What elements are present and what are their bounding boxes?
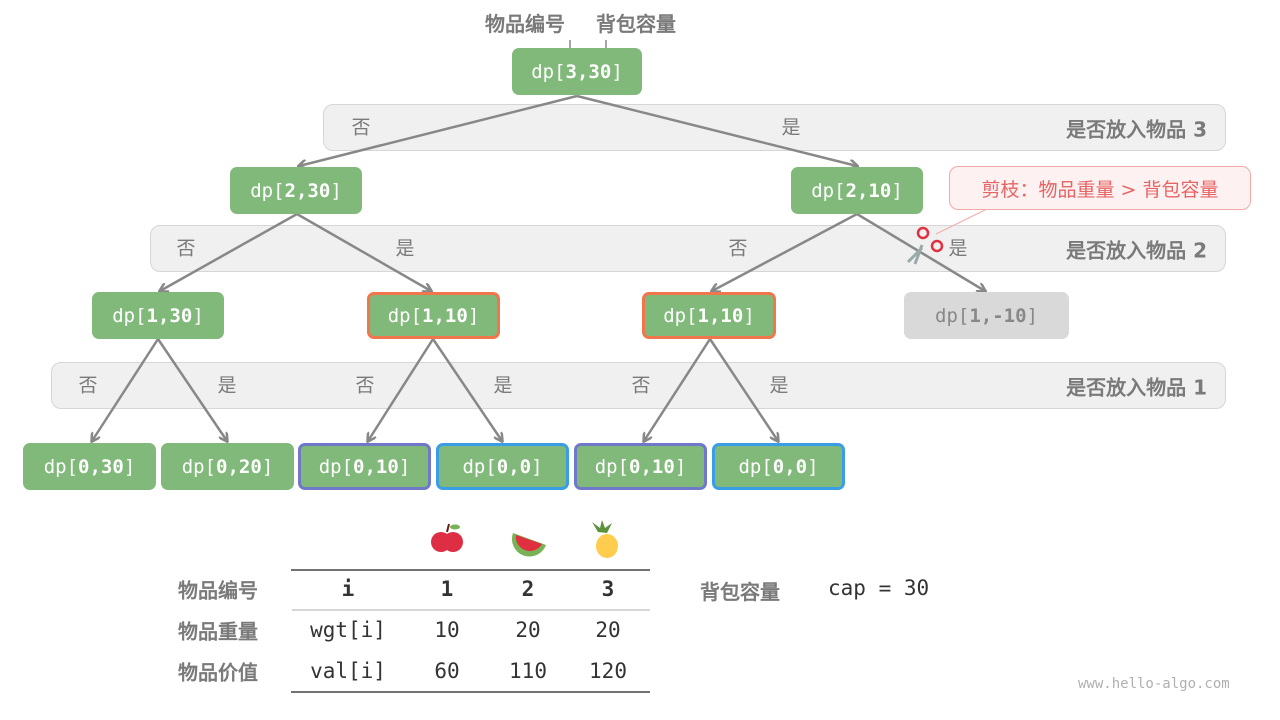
- node-dp-3-30: dp[3,30]: [512, 48, 642, 95]
- capacity-value: cap = 30: [828, 576, 930, 600]
- choice-no: 否: [176, 237, 196, 260]
- edge: [92, 338, 160, 441]
- decision-band-item-3: 是否放入物品 3: [323, 104, 1226, 151]
- choice-yes: 是: [948, 237, 968, 260]
- edge: [296, 212, 431, 291]
- row-label-index: 物品编号: [178, 578, 258, 603]
- band-label: 是否放入物品 2: [1066, 238, 1207, 262]
- choice-yes: 是: [781, 116, 801, 139]
- choice-yes: 是: [769, 374, 789, 397]
- capacity-header: 背包容量: [596, 12, 676, 36]
- edge: [368, 338, 435, 441]
- item-index-header: 物品编号: [485, 12, 565, 36]
- choice-no: 否: [351, 116, 371, 139]
- node-dp-0-0-repeat: dp[0,0]: [436, 443, 569, 490]
- choice-no: 否: [355, 374, 375, 397]
- edge: [160, 212, 298, 291]
- row-label-value: 物品价值: [178, 660, 258, 685]
- row-label-weight: 物品重量: [178, 619, 258, 644]
- node-dp-0-10-repeat: dp[0,10]: [298, 443, 431, 490]
- edge: [299, 94, 578, 166]
- band-label: 是否放入物品 3: [1066, 117, 1207, 141]
- choice-yes: 是: [395, 237, 415, 260]
- prune-callout: 剪枝：物品重量 > 背包容量: [949, 166, 1251, 210]
- table-cell: 20: [515, 618, 541, 642]
- table-key: i: [341, 577, 355, 601]
- apple-icon: [431, 523, 463, 552]
- table-cell: 120: [589, 659, 627, 683]
- edge: [644, 338, 712, 441]
- node-dp-0-20: dp[0,20]: [161, 443, 294, 490]
- table-cell: 110: [509, 659, 547, 683]
- choice-no: 否: [728, 237, 748, 260]
- table-cell: 60: [434, 659, 460, 683]
- node-dp-0-0-repeat: dp[0,0]: [712, 443, 845, 490]
- table-key: wgt[i]: [310, 618, 386, 642]
- edge: [431, 338, 502, 441]
- pineapple-icon: [592, 520, 618, 558]
- node-dp-1-30: dp[1,30]: [92, 292, 224, 339]
- node-dp-0-30: dp[0,30]: [23, 443, 156, 490]
- node-dp-1-minus10-pruned: dp[1,-10]: [904, 292, 1069, 339]
- edge: [156, 338, 227, 441]
- scissors-icon: [906, 226, 944, 265]
- node-dp-1-10-repeat: dp[1,10]: [642, 292, 776, 339]
- table-cell: 20: [595, 618, 621, 642]
- band-label: 是否放入物品 1: [1066, 375, 1207, 399]
- choice-no: 否: [78, 374, 98, 397]
- node-dp-1-10-repeat: dp[1,10]: [367, 292, 500, 339]
- table-cell: 10: [434, 618, 460, 642]
- table-key: val[i]: [310, 659, 386, 683]
- edge: [712, 212, 858, 291]
- watermelon-icon: [511, 533, 546, 557]
- node-dp-2-30: dp[2,30]: [230, 167, 362, 214]
- watermark: www.hello-algo.com: [1078, 676, 1230, 692]
- table-cell: 3: [601, 577, 615, 601]
- capacity-label: 背包容量: [700, 580, 780, 604]
- callout-pointer: [935, 209, 986, 235]
- edge: [576, 94, 857, 166]
- decision-band-item-1: 是否放入物品 1: [51, 362, 1226, 409]
- choice-yes: 是: [217, 374, 237, 397]
- edge: [856, 212, 985, 291]
- table-cell: 2: [521, 577, 535, 601]
- choice-no: 否: [631, 374, 651, 397]
- table-cell: 1: [440, 577, 454, 601]
- node-dp-2-10: dp[2,10]: [791, 167, 923, 214]
- choice-yes: 是: [493, 374, 513, 397]
- node-dp-0-10-repeat: dp[0,10]: [574, 443, 707, 490]
- edge: [708, 338, 778, 441]
